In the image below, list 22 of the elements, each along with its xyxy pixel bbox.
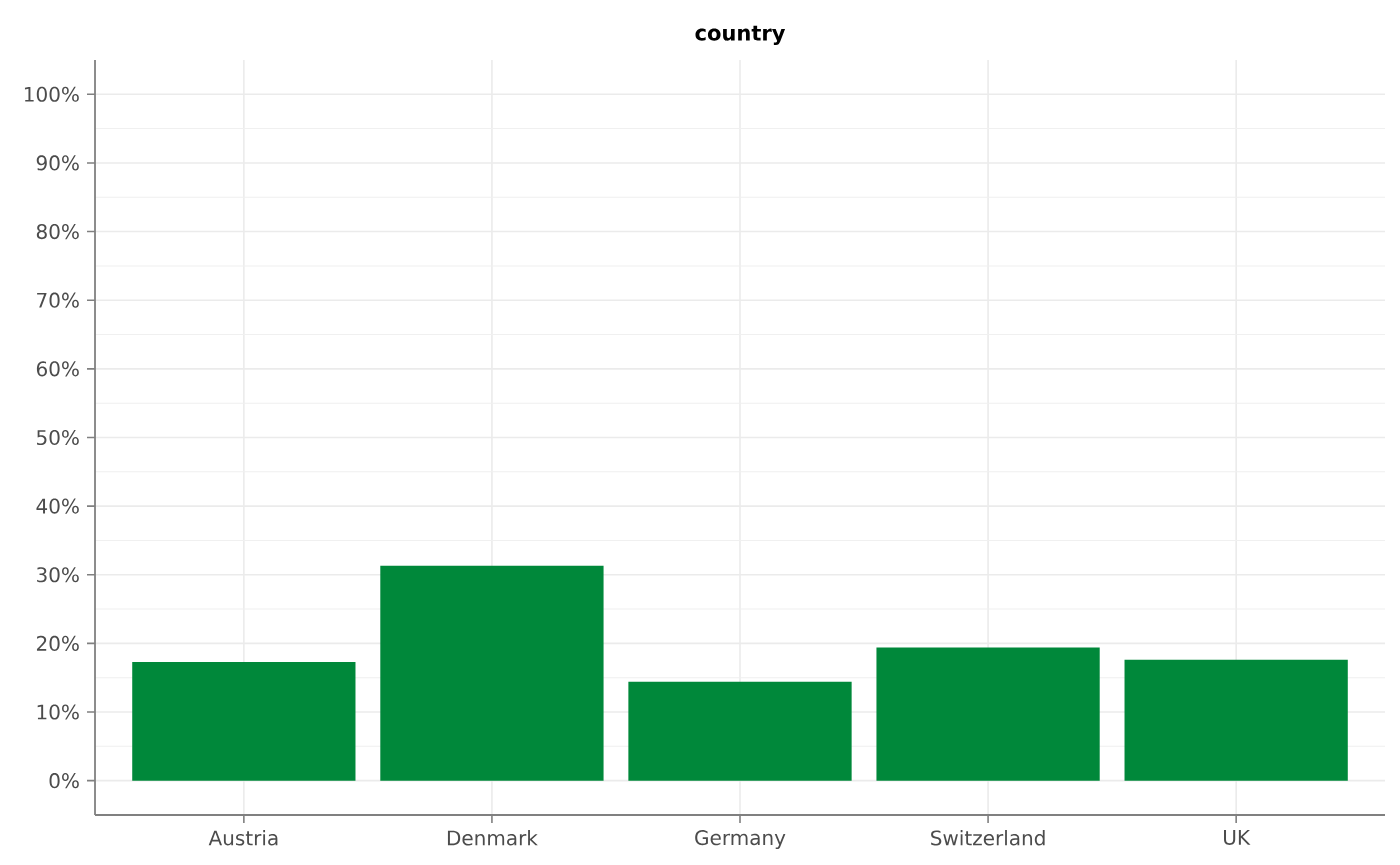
y-tick-label: 10% [37, 704, 79, 720]
y-tick-label: 90% [36, 155, 79, 171]
bar [628, 681, 852, 781]
chart-title: country [695, 25, 786, 45]
x-tick-label: Germany [695, 830, 786, 850]
y-tick-label: 20% [36, 635, 79, 651]
y-tick-label: 60% [36, 361, 79, 377]
bar [876, 647, 1100, 781]
y-tick-label: 100% [24, 86, 79, 102]
bar [1124, 659, 1348, 781]
y-tick-label: 70% [37, 292, 79, 308]
x-tick-label: Switzerland [931, 830, 1045, 846]
y-tick-label: 40% [36, 498, 79, 514]
y-tick-label: 0% [49, 773, 79, 789]
y-tick-label: 30% [37, 567, 79, 583]
y-tick-label: 80% [36, 223, 79, 240]
bar [380, 565, 604, 781]
y-tick-label: 50% [37, 429, 79, 446]
x-tick-label: Denmark [447, 830, 538, 846]
x-tick-label: Austria [208, 830, 278, 846]
x-tick-label: UK [1224, 830, 1251, 845]
bar [132, 661, 356, 781]
